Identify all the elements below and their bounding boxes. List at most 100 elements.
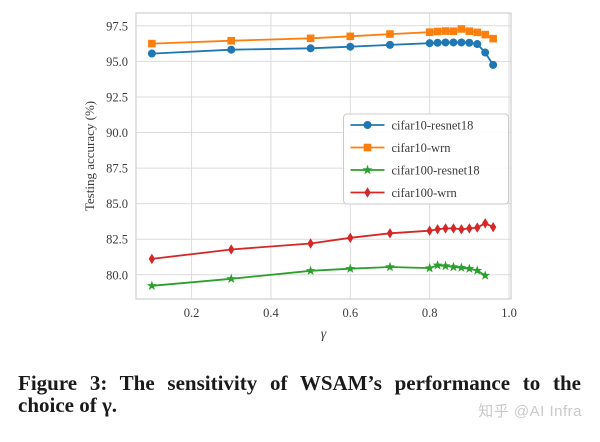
marker-star — [226, 273, 237, 283]
marker-circle — [227, 45, 236, 54]
legend-item-cifar10-wrn: cifar10-wrn — [350, 141, 452, 155]
marker-star — [440, 260, 451, 271]
marker-square — [465, 27, 474, 36]
marker-circle — [465, 38, 474, 47]
marker-square — [441, 27, 450, 35]
marker-circle — [449, 38, 458, 47]
y-tick-labels: 80.0 82.5 85.0 87.5 90.0 92.5 95.0 97.5 — [106, 19, 128, 282]
legend-item-cifar100-wrn: cifar100-wrn — [350, 186, 458, 200]
y-tick-label: 97.5 — [106, 19, 128, 33]
legend-label: cifar10-resnet18 — [392, 119, 474, 133]
marker-star — [146, 280, 157, 290]
marker-square — [363, 143, 372, 152]
figure-caption: Figure 3: The sensitivity of WSAM’s perf… — [18, 371, 581, 417]
marker-square — [386, 30, 394, 38]
marker-star — [464, 263, 475, 273]
y-tick-label: 80.0 — [106, 268, 128, 282]
y-tick-label: 90.0 — [106, 126, 128, 140]
marker-circle — [385, 40, 394, 49]
series-cifar100-wrn — [148, 218, 497, 265]
y-tick-label: 85.0 — [106, 197, 128, 211]
marker-square — [489, 34, 497, 43]
marker-star — [472, 265, 483, 275]
caption-line-2: choice of γ. — [18, 392, 118, 417]
plot-border — [135, 12, 512, 300]
x-tick-label: 1.0 — [501, 306, 517, 320]
marker-circle — [346, 42, 355, 51]
marker-circle — [441, 38, 450, 47]
y-axis-label: Testing accuracy (%) — [82, 101, 97, 211]
x-axis-label: γ — [321, 327, 327, 342]
x-tick-label: 0.2 — [184, 306, 200, 320]
marker-star — [424, 262, 435, 273]
series-cifar10-resnet18 — [147, 38, 498, 69]
marker-star — [362, 164, 373, 175]
marker-thin-diamond — [466, 223, 473, 234]
marker-square — [433, 27, 442, 36]
series-cifar10-wrn — [148, 25, 497, 48]
marker-square — [481, 30, 490, 39]
marker-circle — [457, 38, 466, 47]
x-tick-label: 0.4 — [263, 306, 279, 320]
marker-circle — [147, 49, 156, 58]
marker-square — [346, 32, 355, 41]
marker-thin-diamond — [442, 223, 449, 234]
marker-circle — [425, 39, 434, 48]
marker-star — [480, 270, 491, 280]
legend-label: cifar10-wrn — [392, 141, 452, 155]
marker-thin-diamond — [386, 228, 394, 239]
legend-label: cifar100-wrn — [392, 186, 458, 200]
series-cifar100-resnet18 — [146, 260, 491, 290]
marker-star — [432, 260, 443, 270]
x-tick-label: 0.6 — [342, 306, 358, 320]
y-tick-label: 95.0 — [106, 55, 128, 69]
marker-circle — [481, 48, 490, 57]
marker-square — [148, 39, 156, 48]
legend-box — [343, 113, 509, 205]
marker-circle — [473, 40, 482, 49]
marker-square — [473, 28, 482, 37]
marker-thin-diamond — [482, 218, 489, 229]
x-tick-label: 0.8 — [422, 306, 438, 320]
marker-star — [385, 261, 395, 272]
marker-thin-diamond — [307, 238, 314, 249]
marker-thin-diamond — [364, 187, 371, 198]
y-tick-label: 82.5 — [106, 233, 128, 247]
watermark: 知乎 @AI Infra — [478, 403, 582, 420]
marker-square — [306, 34, 315, 43]
sensitivity-chart: 80.0 82.5 85.0 87.5 90.0 92.5 95.0 97.5 0.2 0.4 0.… — [82, 12, 517, 342]
marker-square — [227, 36, 236, 45]
marker-circle — [363, 121, 372, 129]
series-line — [151, 222, 494, 260]
marker-star — [456, 262, 467, 272]
marker-square — [425, 28, 434, 37]
marker-circle — [306, 44, 315, 53]
x-tick-labels: 0.2 0.4 0.6 0.8 1.0 — [184, 306, 517, 320]
marker-star — [345, 263, 356, 273]
marker-thin-diamond — [450, 223, 457, 234]
legend-label: cifar100-resnet18 — [392, 164, 480, 178]
caption-line-1: Figure 3: The sensitivity of WSAM’s perf… — [18, 371, 581, 395]
marker-square — [449, 27, 458, 36]
marker-thin-diamond — [228, 244, 235, 255]
legend-item-cifar10-resnet18: cifar10-resnet18 — [350, 119, 474, 133]
y-tick-label: 87.5 — [106, 162, 128, 176]
marker-thin-diamond — [458, 224, 465, 235]
marker-square — [457, 25, 466, 33]
marker-thin-diamond — [148, 253, 156, 265]
marker-star — [448, 261, 459, 272]
marker-circle — [433, 38, 442, 47]
marker-thin-diamond — [489, 221, 497, 233]
legend: cifar10-resnet18 cifar10-wrn cifar100-resn… — [343, 113, 509, 205]
line-chart-svg: 80.082.585.087.590.092.595.097.50.2 0.4 0.… — [82, 12, 517, 342]
marker-circle — [489, 60, 498, 69]
marker-thin-diamond — [474, 222, 481, 233]
legend-item-cifar100-resnet18: cifar100-resnet18 — [350, 164, 480, 178]
marker-thin-diamond — [434, 224, 441, 235]
marker-thin-diamond — [347, 232, 354, 244]
y-tick-label: 92.5 — [106, 90, 128, 104]
marker-thin-diamond — [426, 225, 433, 236]
marker-star — [305, 265, 316, 276]
gridlines — [136, 13, 511, 299]
